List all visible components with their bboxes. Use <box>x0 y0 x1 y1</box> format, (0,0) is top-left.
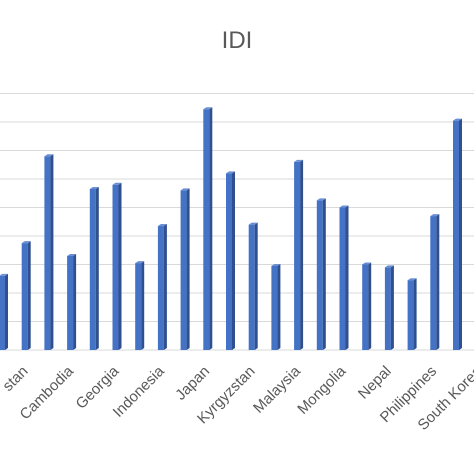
bar <box>44 154 54 350</box>
bar <box>157 224 167 350</box>
bar <box>430 214 440 350</box>
bar <box>271 263 281 350</box>
bar <box>226 171 235 350</box>
x-tick-label: Mongolia <box>294 362 350 418</box>
x-tick-label: Nepal <box>355 363 395 403</box>
x-tick-label: stan <box>0 363 32 395</box>
bar <box>67 253 77 350</box>
bar <box>294 159 304 350</box>
chart-title: IDI <box>222 27 253 54</box>
bar <box>248 222 258 350</box>
bar <box>135 261 145 350</box>
bar <box>407 278 417 350</box>
bar <box>384 265 394 350</box>
x-tick-label: Japan <box>172 363 213 404</box>
bar <box>89 187 99 350</box>
bar <box>180 188 190 350</box>
bar <box>339 205 349 350</box>
bar <box>362 262 372 350</box>
bar <box>453 118 462 350</box>
bar <box>0 273 8 350</box>
bar <box>203 107 213 350</box>
bar <box>316 198 326 350</box>
bar <box>21 241 31 350</box>
bar <box>112 182 122 350</box>
